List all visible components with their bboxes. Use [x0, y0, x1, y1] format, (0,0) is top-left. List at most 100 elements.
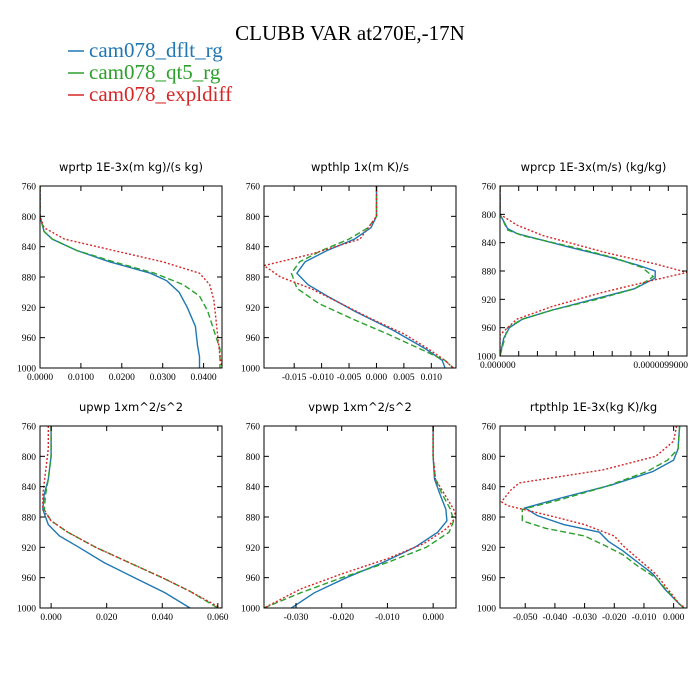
panel-title-1: wpthlp 1x(m K)/s: [311, 160, 409, 174]
ytick-label-0-0: 760: [22, 183, 37, 193]
series-line-5-1: [521, 426, 685, 608]
xtick-label-1-1: -0.010: [309, 373, 334, 383]
ytick-label-5-2: 840: [482, 483, 497, 493]
series-line-1-0: [295, 186, 446, 368]
panel-title-3: upwp 1xm^2/s^2: [79, 400, 183, 414]
series-line-3-2: [42, 426, 221, 608]
panel-title-2: wprcp 1E-3x(m/s) (kg/kg): [521, 160, 667, 174]
ytick-label-5-0: 760: [482, 423, 497, 433]
ytick-label-4-0: 760: [246, 423, 261, 433]
xtick-label-4-0: -0.030: [284, 613, 309, 623]
ytick-label-2-2: 840: [482, 239, 497, 249]
panel-3: upwp 1xm^2/s^2 760 800 840 880 920 960 1000 0.00…: [17, 400, 229, 623]
xtick-label-5-3: -0.020: [602, 613, 627, 623]
ytick-label-4-2: 840: [246, 483, 261, 493]
xtick-label-3-3: 0.060: [207, 613, 229, 623]
ytick-label-1-4: 920: [246, 304, 261, 314]
xtick-label-3-1: 0.020: [96, 613, 118, 623]
series-line-0-2: [40, 186, 222, 368]
ytick-label-5-1: 800: [482, 453, 497, 463]
ytick-label-1-6: 1000: [241, 365, 260, 375]
xtick-label-1-3: 0.000: [366, 373, 388, 383]
series-line-2-1: [500, 186, 655, 356]
series-line-1-1: [290, 186, 454, 368]
xtick-label-4-1: -0.020: [329, 613, 354, 623]
series-line-0-1: [40, 186, 221, 368]
xtick-label-0-3: 0.0300: [150, 373, 176, 383]
ytick-label-4-6: 1000: [241, 605, 260, 615]
axes-frame-2: [499, 185, 688, 357]
ytick-label-4-1: 800: [246, 453, 261, 463]
xtick-label-2-0: 0.000000: [480, 361, 516, 371]
legend-label-1: cam078_qt5_rg: [89, 60, 221, 84]
xtick-label-5-2: -0.030: [572, 613, 597, 623]
panels: wprtp 1E-3x(m kg)/(s kg) 760 800 840 880 920 9…: [17, 160, 688, 623]
panel-4: vpwp 1xm^2/s^2 760 800 840 880 920 960 1000 -0.0…: [241, 400, 457, 623]
ytick-label-3-5: 960: [22, 574, 37, 584]
series-line-2-0: [500, 186, 656, 356]
ytick-label-3-0: 760: [22, 423, 37, 433]
panel-title-4: vpwp 1xm^2/s^2: [308, 400, 412, 414]
axes-frame-0: [39, 185, 223, 369]
ytick-label-1-2: 840: [246, 243, 261, 253]
ytick-label-2-5: 960: [482, 324, 497, 334]
ytick-label-0-4: 920: [22, 304, 37, 314]
ytick-label-4-3: 880: [246, 514, 261, 524]
legend: cam078_dflt_rgcam078_qt5_rgcam078_expldi…: [68, 38, 232, 106]
ytick-label-2-6: 1000: [477, 353, 496, 363]
ytick-label-3-3: 880: [22, 514, 37, 524]
series-line-2-2: [500, 186, 687, 356]
xtick-label-3-2: 0.040: [152, 613, 174, 623]
xtick-label-0-4: 0.0400: [191, 373, 217, 383]
xtick-label-2-10: 0.0000099000: [633, 361, 688, 371]
ytick-label-0-6: 1000: [17, 365, 36, 375]
figure-title: CLUBB VAR at270E,-17N: [235, 21, 465, 45]
series-line-4-1: [264, 426, 455, 608]
panel-5: rtpthlp 1E-3x(kg K)/kg 760 800 840 880 920 960…: [477, 400, 688, 623]
xtick-label-5-0: -0.050: [513, 613, 538, 623]
xtick-label-1-0: -0.015: [282, 373, 307, 383]
ytick-label-1-5: 960: [246, 334, 261, 344]
ytick-label-5-5: 960: [482, 574, 497, 584]
xtick-label-5-1: -0.040: [543, 613, 568, 623]
series-line-0-0: [40, 186, 201, 368]
ytick-label-0-5: 960: [22, 334, 37, 344]
ytick-label-2-4: 920: [482, 296, 497, 306]
ytick-label-3-1: 800: [22, 453, 37, 463]
panel-0: wprtp 1E-3x(m kg)/(s kg) 760 800 840 880 920 9…: [17, 160, 223, 383]
xtick-label-4-3: 0.000: [422, 613, 444, 623]
series-line-5-2: [500, 426, 686, 608]
panel-title-5: rtpthlp 1E-3x(kg K)/kg: [530, 400, 657, 414]
ytick-label-2-3: 880: [482, 268, 497, 278]
ytick-label-2-1: 800: [482, 211, 497, 221]
ytick-label-4-4: 920: [246, 544, 261, 554]
ytick-label-0-3: 880: [22, 274, 37, 284]
ytick-label-1-1: 800: [246, 213, 261, 223]
xtick-label-5-5: 0.000: [663, 613, 685, 623]
series-line-4-0: [291, 426, 448, 608]
ytick-label-3-6: 1000: [17, 605, 36, 615]
xtick-label-1-2: -0.005: [337, 373, 362, 383]
ytick-label-5-3: 880: [482, 514, 497, 524]
panel-2: wprcp 1E-3x(m/s) (kg/kg) 760 800 840 880 920 9…: [477, 160, 688, 371]
ytick-label-1-3: 880: [246, 274, 261, 284]
legend-label-2: cam078_expldiff: [89, 82, 232, 106]
xtick-label-0-0: 0.0000: [27, 373, 53, 383]
axes-frame-3: [39, 425, 223, 609]
panel-1: wpthlp 1x(m K)/s 760 800 840 880 920 960 1000 -0…: [241, 160, 457, 383]
xtick-label-1-5: 0.010: [421, 373, 443, 383]
xtick-label-5-4: -0.010: [632, 613, 657, 623]
ytick-label-0-2: 840: [22, 243, 37, 253]
xtick-label-3-0: 0.000: [40, 613, 62, 623]
series-line-3-1: [43, 426, 219, 608]
panel-title-0: wprtp 1E-3x(m kg)/(s kg): [59, 160, 203, 174]
ytick-label-4-5: 960: [246, 574, 261, 584]
xtick-label-0-2: 0.0200: [109, 373, 135, 383]
xtick-label-4-2: -0.010: [375, 613, 400, 623]
axes-frame-4: [263, 425, 457, 609]
legend-label-0: cam078_dflt_rg: [89, 38, 223, 62]
series-line-4-2: [264, 426, 456, 608]
ytick-label-1-0: 760: [246, 183, 261, 193]
ytick-label-0-1: 800: [22, 213, 37, 223]
